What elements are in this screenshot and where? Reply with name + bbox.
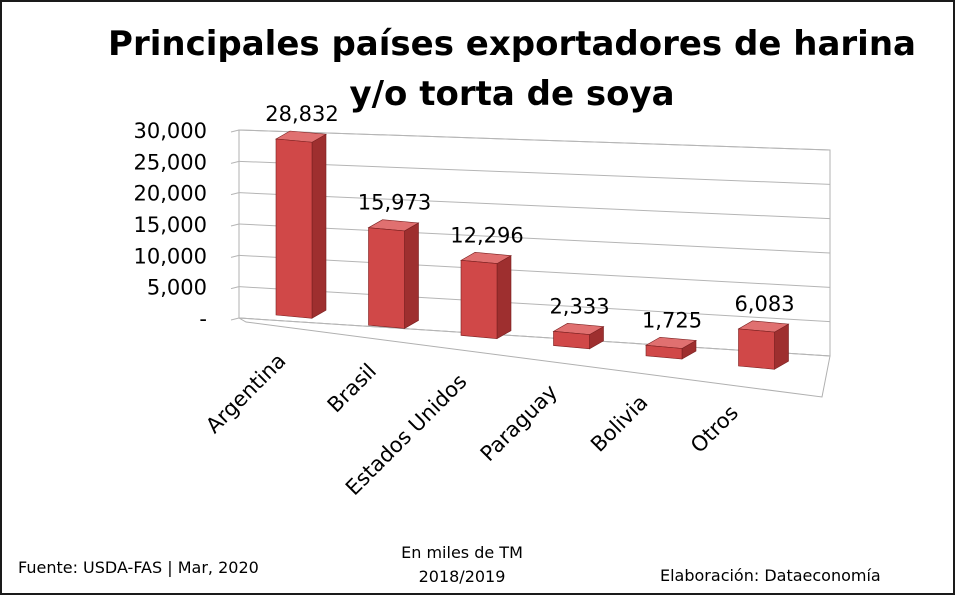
gridline xyxy=(238,192,831,220)
y-tick-label: 15,000 xyxy=(134,213,207,237)
category-label-otros: Otros xyxy=(686,401,743,458)
y-tick-mark xyxy=(230,192,240,196)
category-label-argentina: Argentina xyxy=(201,349,290,438)
bar-side-estados-unidos xyxy=(496,255,512,340)
gridline xyxy=(238,223,831,254)
y-tick-label: 30,000 xyxy=(134,119,207,143)
bar-side-argentina xyxy=(311,133,327,319)
y-tick-mark xyxy=(230,223,240,227)
chart-back-wall xyxy=(238,129,831,357)
units-line-2: 2018/2019 xyxy=(418,567,506,586)
data-label-paraguay: 2,333 xyxy=(549,294,609,318)
data-label-argentina: 28,832 xyxy=(265,102,338,126)
data-label-brasil: 15,973 xyxy=(358,191,431,215)
y-tick-mark xyxy=(230,254,240,258)
credit-note: Elaboración: Dataeconomía xyxy=(660,566,881,585)
source-note: Fuente: USDA-FAS | Mar, 2020 xyxy=(18,558,259,577)
data-label-bolivia: 1,725 xyxy=(642,308,702,332)
category-label-paraguay: Paraguay xyxy=(476,380,562,466)
category-label-bolivia: Bolivia xyxy=(586,390,653,457)
units-line-1: En miles de TM xyxy=(401,543,523,562)
bar-paraguay xyxy=(553,331,590,350)
gridline xyxy=(238,254,831,288)
data-label-estados-unidos: 12,296 xyxy=(450,223,523,247)
y-tick-mark xyxy=(230,317,240,321)
y-tick-label: 20,000 xyxy=(134,182,207,206)
y-tick-label: 10,000 xyxy=(134,244,207,268)
bar-side-brasil xyxy=(404,222,419,329)
bar-otros xyxy=(738,328,775,370)
gridline xyxy=(238,317,831,357)
y-tick-mark xyxy=(230,160,240,164)
bar-bolivia xyxy=(645,344,683,360)
y-tick-label: 5,000 xyxy=(147,276,207,300)
y-tick-mark xyxy=(230,286,240,290)
y-tick-label: 25,000 xyxy=(134,150,207,174)
units-note: En miles de TM 2018/2019 xyxy=(387,541,537,589)
data-label-otros: 6,083 xyxy=(734,292,794,316)
bar-argentina xyxy=(275,138,313,319)
gridline xyxy=(238,129,831,151)
gridline xyxy=(238,286,831,323)
gridline xyxy=(238,160,831,185)
bar-brasil xyxy=(368,227,405,329)
chart-title-line-2: y/o torta de soya xyxy=(349,74,675,114)
y-tick-label: - xyxy=(199,307,207,331)
y-tick-mark xyxy=(230,129,240,133)
category-label-brasil: Brasil xyxy=(323,359,381,417)
chart-title-line-1: Principales países exportadores de harin… xyxy=(108,24,916,64)
bar-estados-unidos xyxy=(460,260,498,339)
